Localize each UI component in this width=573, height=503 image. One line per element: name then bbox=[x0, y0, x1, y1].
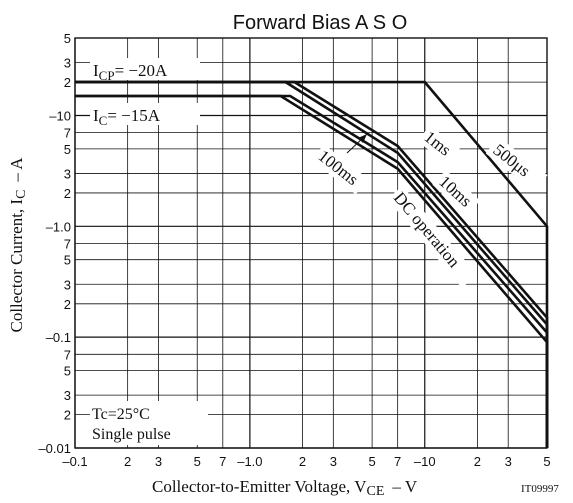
series-line-0 bbox=[75, 80, 549, 448]
series-lines bbox=[75, 80, 549, 448]
series-label-1ms: 1ms bbox=[417, 125, 460, 165]
x-tick-label: –10 bbox=[414, 454, 436, 469]
icp-label: ICP= −20A bbox=[93, 61, 168, 83]
y-tick-label: 5 bbox=[64, 142, 71, 157]
y-tick-label: 2 bbox=[64, 186, 71, 201]
tc-label: Tc=25°C bbox=[92, 406, 150, 423]
x-tick-label: 3 bbox=[155, 454, 162, 469]
x-tick-label: 7 bbox=[219, 454, 226, 469]
y-axis-label: Collector Current, IC– A bbox=[7, 157, 29, 333]
x-tick-label: 2 bbox=[474, 454, 481, 469]
plot-frame bbox=[74, 37, 548, 449]
x-tick-labels: –0.1 2 3 5 7 –1.0 2 3 5 7 –10 2 3 5 bbox=[62, 454, 550, 469]
x-tick-label: 2 bbox=[124, 454, 131, 469]
icp-label-box bbox=[90, 58, 200, 80]
y-tick-label: 7 bbox=[64, 126, 71, 141]
conditions-box bbox=[90, 401, 208, 445]
y-tick-label: 2 bbox=[64, 75, 71, 90]
chart-title: Forward Bias A S O bbox=[233, 12, 408, 34]
ic-label-box bbox=[90, 103, 200, 125]
x-tick-label: 3 bbox=[505, 454, 512, 469]
x-tick-label: 5 bbox=[194, 454, 201, 469]
y-tick-label: –1.0 bbox=[46, 219, 71, 234]
pulse-label: Single pulse bbox=[92, 426, 171, 443]
y-tick-label: –0.1 bbox=[46, 330, 71, 345]
y-tick-label: 5 bbox=[64, 364, 71, 379]
y-axis-label-group: Collector Current, IC– A bbox=[7, 157, 29, 333]
x-tick-label: 5 bbox=[543, 454, 550, 469]
y-tick-label: 5 bbox=[64, 31, 71, 46]
figure-code: IT09997 bbox=[521, 483, 559, 495]
y-tick-label: 5 bbox=[64, 253, 71, 268]
series-line-1 bbox=[75, 80, 549, 448]
series-line-2 bbox=[75, 80, 549, 448]
series-label-100ms: 100ms bbox=[311, 144, 368, 195]
ic-label: IC= −15A bbox=[93, 106, 161, 128]
y-tick-label: 2 bbox=[64, 297, 71, 312]
y-tick-label: –0.01 bbox=[38, 441, 71, 456]
y-tick-label: 3 bbox=[64, 277, 71, 292]
x-tick-label: –1.0 bbox=[237, 454, 262, 469]
x-axis-label: Collector-to-Emitter Voltage, VCE – V bbox=[152, 477, 418, 499]
y-tick-label: 3 bbox=[64, 388, 71, 403]
x-tick-label: 5 bbox=[369, 454, 376, 469]
y-tick-label: 2 bbox=[64, 408, 71, 423]
x-tick-label: 7 bbox=[394, 454, 401, 469]
x-tick-label: 3 bbox=[330, 454, 337, 469]
y-tick-label: 7 bbox=[64, 236, 71, 251]
y-tick-label: –10 bbox=[49, 108, 71, 123]
arrow-100ms-head bbox=[358, 134, 367, 143]
y-tick-label: 7 bbox=[64, 347, 71, 362]
x-tick-label: –0.1 bbox=[62, 454, 87, 469]
x-tick-label: 2 bbox=[299, 454, 306, 469]
y-tick-label: 3 bbox=[64, 166, 71, 181]
y-tick-label: 3 bbox=[64, 56, 71, 71]
